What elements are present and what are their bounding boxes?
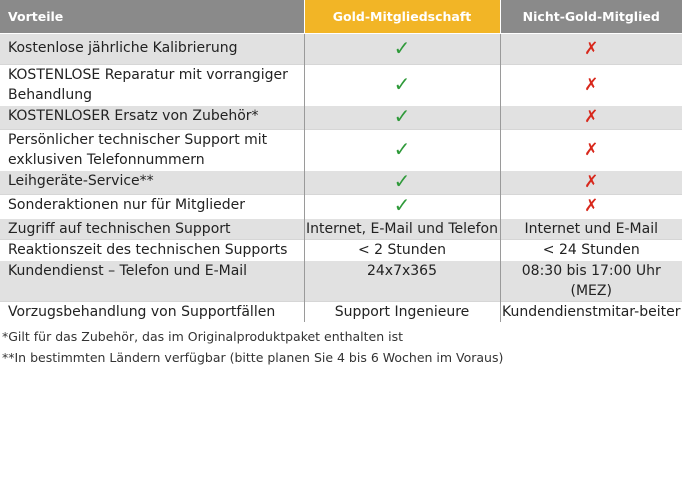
check-icon: ✓ — [393, 169, 411, 193]
comparison-table: Vorteile Gold-Mitgliedschaft Nicht-Gold-… — [0, 0, 682, 322]
table-row: Persönlicher technischer Support mit exk… — [0, 129, 682, 171]
gold-cell: ✓ — [303, 129, 501, 171]
nongold-cell: 08:30 bis 17:00 Uhr (MEZ) — [500, 260, 682, 302]
gold-cell: ✓ — [303, 33, 501, 65]
check-icon: ✓ — [393, 104, 411, 128]
cross-icon: ✗ — [584, 74, 599, 95]
footnote-accessories: *Gilt für das Zubehör, das im Originalpr… — [2, 329, 403, 344]
feature-cell: KOSTENLOSE Reparatur mit vorrangiger Beh… — [0, 64, 304, 106]
nongold-cell: < 24 Stunden — [500, 239, 682, 261]
gold-cell: Internet, E-Mail und Telefon — [303, 218, 501, 240]
nongold-cell: Kundendienstmitar-beiter — [500, 301, 682, 322]
cross-icon: ✗ — [584, 196, 599, 216]
gold-cell: < 2 Stunden — [303, 239, 501, 261]
feature-cell: Persönlicher technischer Support mit exk… — [0, 129, 304, 171]
feature-cell: Kundendienst – Telefon und E-Mail — [0, 260, 304, 302]
cross-icon: ✗ — [584, 38, 599, 59]
header-gold-membership: Gold-Mitgliedschaft — [303, 0, 501, 34]
table-row: KOSTENLOSE Reparatur mit vorrangiger Beh… — [0, 64, 682, 106]
nongold-cell: ✗ — [500, 64, 682, 106]
table-row: Kundendienst – Telefon und E-Mail 24x7x3… — [0, 260, 682, 302]
feature-cell: Leihgeräte-Service** — [0, 170, 304, 195]
table-row: Vorzugsbehandlung von Supportfällen Supp… — [0, 301, 682, 322]
check-icon: ✓ — [393, 35, 411, 60]
feature-cell: Kostenlose jährliche Kalibrierung — [0, 33, 304, 65]
gold-cell: ✓ — [303, 104, 501, 130]
table-row: Sonderaktionen nur für Mitglieder ✓ ✗ — [0, 193, 682, 219]
feature-cell: Zugriff auf technischen Support — [0, 218, 304, 240]
table-row: KOSTENLOSER Ersatz von Zubehör* ✓ ✗ — [0, 104, 682, 130]
footnotes: *Gilt für das Zubehör, das im Originalpr… — [0, 326, 682, 368]
gold-cell: ✓ — [303, 169, 501, 195]
table-row: Leihgeräte-Service** ✓ ✗ — [0, 169, 682, 195]
table-row: Reaktionszeit des technischen Supports <… — [0, 239, 682, 261]
nongold-cell: ✗ — [500, 105, 682, 130]
check-icon: ✓ — [393, 193, 411, 217]
check-icon: ✓ — [393, 136, 411, 161]
header-non-gold-member: Nicht-Gold-Mitglied — [500, 0, 682, 34]
nongold-cell: ✗ — [500, 33, 682, 65]
feature-cell: Vorzugsbehandlung von Supportfällen — [0, 301, 304, 322]
footnote-loaner-service: **In bestimmten Ländern verfügbar (bitte… — [2, 350, 504, 365]
nongold-cell: ✗ — [500, 194, 682, 219]
gold-cell: ✓ — [303, 193, 501, 219]
gold-cell: ✓ — [303, 64, 501, 106]
table-row: Zugriff auf technischen Support Internet… — [0, 218, 682, 240]
header-row: Vorteile Gold-Mitgliedschaft Nicht-Gold-… — [0, 0, 682, 34]
nongold-cell: ✗ — [500, 170, 682, 195]
nongold-cell: ✗ — [500, 129, 682, 171]
feature-cell: Reaktionszeit des technischen Supports — [0, 239, 304, 261]
cross-icon: ✗ — [584, 139, 599, 160]
gold-cell: 24x7x365 — [303, 260, 501, 302]
nongold-cell: Internet und E-Mail — [500, 218, 682, 240]
check-icon: ✓ — [393, 71, 411, 96]
feature-cell: KOSTENLOSER Ersatz von Zubehör* — [0, 105, 304, 130]
feature-cell: Sonderaktionen nur für Mitglieder — [0, 194, 304, 219]
table-row: Kostenlose jährliche Kalibrierung ✓ ✗ — [0, 33, 682, 65]
cross-icon: ✗ — [584, 172, 599, 192]
gold-cell: Support Ingenieure — [303, 301, 501, 322]
header-feature: Vorteile — [0, 0, 304, 34]
cross-icon: ✗ — [584, 107, 599, 127]
